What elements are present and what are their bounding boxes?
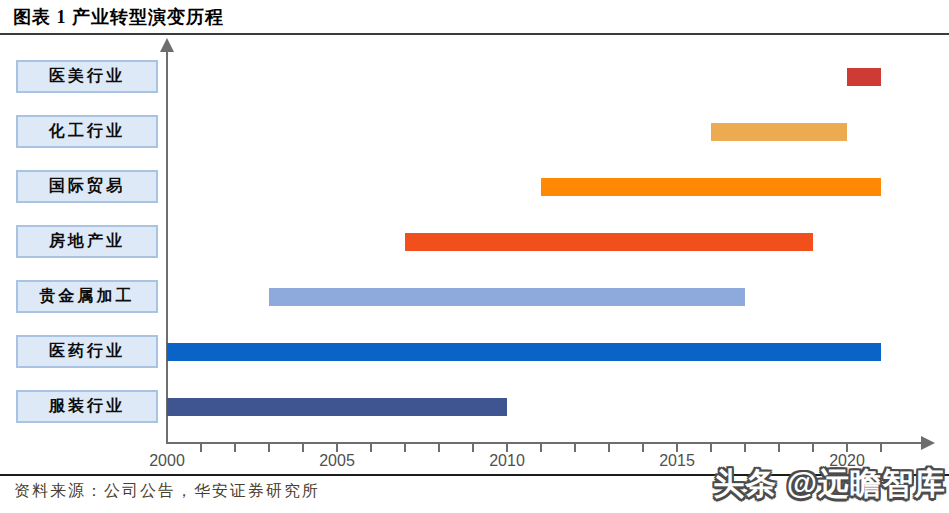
x-axis-tick	[676, 444, 678, 452]
category-label-box: 医美行业	[16, 60, 158, 93]
x-axis-tick	[608, 444, 610, 452]
x-axis-tick	[234, 444, 236, 452]
x-axis-tick	[710, 444, 712, 452]
x-axis-tick	[574, 444, 576, 452]
timeline-bar	[167, 398, 507, 416]
x-axis-tick	[302, 444, 304, 452]
timeline-bar	[167, 343, 881, 361]
x-axis-tick-label: 2010	[489, 452, 525, 470]
chart-page: { "header": { "title": "图表 1 产业转型演变历程" }…	[0, 0, 949, 513]
x-axis-tick	[744, 444, 746, 452]
category-label-box: 服装行业	[16, 390, 158, 423]
x-axis-tick	[506, 444, 508, 452]
x-axis-tick	[642, 444, 644, 452]
x-axis-tick	[472, 444, 474, 452]
x-axis-tick	[540, 444, 542, 452]
category-label-box: 化工行业	[16, 115, 158, 148]
watermark: 头条 @远瞻智库	[713, 463, 946, 505]
plot-area: 医美行业化工行业国际贸易房地产业贵金属加工医药行业服装行业 2000 2005 201…	[0, 0, 949, 513]
x-axis-tick	[404, 444, 406, 452]
category-label-box: 医药行业	[16, 335, 158, 368]
x-axis-line	[167, 442, 922, 444]
y-axis-line	[166, 52, 168, 444]
x-axis-tick	[778, 444, 780, 452]
x-axis-tick	[370, 444, 372, 452]
x-axis-tick-label: 2005	[319, 452, 355, 470]
x-axis-tick	[880, 444, 882, 452]
x-axis-tick	[846, 444, 848, 452]
x-axis-tick	[200, 444, 202, 452]
timeline-bar	[269, 288, 745, 306]
timeline-bar	[847, 68, 881, 86]
x-axis-tick	[812, 444, 814, 452]
timeline-bar	[405, 233, 813, 251]
timeline-bar	[541, 178, 881, 196]
category-label-box: 国际贸易	[16, 170, 158, 203]
x-axis-arrow-icon	[921, 436, 935, 450]
category-label-box: 贵金属加工	[16, 280, 158, 313]
x-axis-tick	[336, 444, 338, 452]
category-label-box: 房地产业	[16, 225, 158, 258]
y-axis-arrow-icon	[160, 38, 174, 52]
x-axis-tick-label: 2015	[659, 452, 695, 470]
x-axis-tick	[438, 444, 440, 452]
x-axis-tick	[268, 444, 270, 452]
timeline-bar	[711, 123, 847, 141]
x-axis-tick-label: 2000	[149, 452, 185, 470]
source-note: 资料来源：公司公告，华安证券研究所	[14, 481, 320, 502]
